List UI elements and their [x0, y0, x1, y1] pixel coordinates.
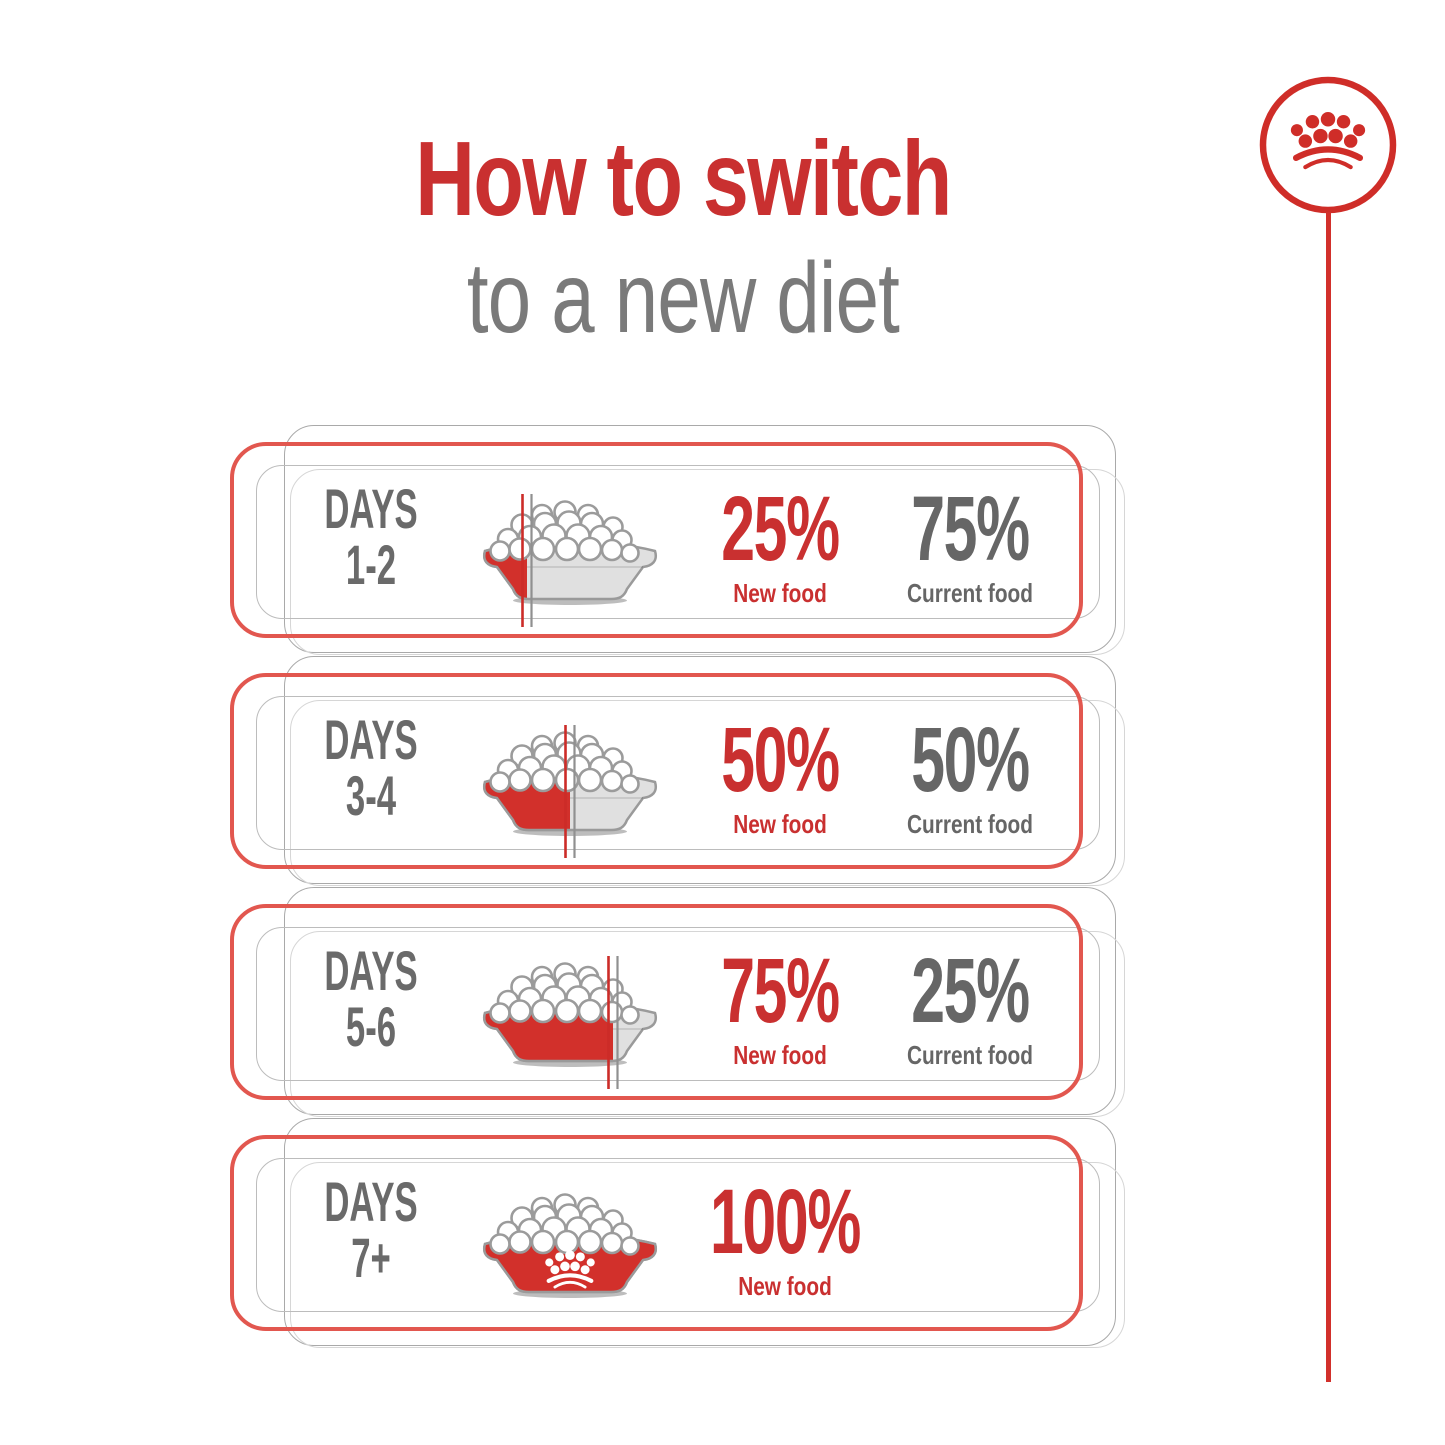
card-back-outline [284, 887, 1116, 1115]
crown-icon [545, 1250, 595, 1289]
kibble-pile [489, 500, 640, 563]
food-bowl-icon [483, 494, 657, 627]
card-back-outline [284, 1118, 1116, 1346]
card-back-outline-light [290, 1162, 1125, 1348]
diet-step-row: DAYS 7+ [228, 1118, 1128, 1353]
card-back-outline [284, 425, 1116, 653]
step-card [256, 696, 1100, 850]
diet-step-row: DAYS 1-2 [228, 425, 1128, 660]
days-label: DAYS 5-6 [312, 943, 430, 1055]
days-range: 7+ [351, 1226, 391, 1289]
diet-step-row: DAYS 3-4 [228, 656, 1128, 891]
current-food-label: Current food [907, 809, 1033, 839]
step-card [256, 927, 1100, 1081]
food-bowl-icon [483, 725, 657, 858]
card-back-outline-light [290, 469, 1125, 655]
new-food-column: 100% New food [670, 1176, 900, 1300]
current-food-column: 75% Current food [855, 483, 1085, 607]
food-split-divider [607, 956, 619, 1089]
days-label: DAYS 3-4 [312, 712, 430, 824]
card-back-outline-light [290, 700, 1125, 886]
step-card-red-frame [230, 442, 1083, 638]
new-food-percent: 50% [721, 709, 840, 811]
vertical-accent-line [1326, 212, 1331, 1382]
current-food-percent: 75% [911, 478, 1030, 580]
card-back-outline-light [290, 931, 1125, 1117]
step-card-red-frame [230, 673, 1083, 869]
days-range: 3-4 [345, 764, 397, 827]
current-food-label: Current food [907, 578, 1033, 608]
step-card [256, 465, 1100, 619]
new-food-column: 50% New food [665, 714, 895, 838]
kibble-pile [489, 962, 640, 1025]
royal-canin-crown-icon [1259, 76, 1397, 214]
new-food-label: New food [738, 1271, 832, 1301]
new-food-percent: 100% [709, 1171, 861, 1273]
food-split-divider [564, 725, 576, 858]
food-bowl-icon [483, 956, 657, 1089]
days-word: DAYS [324, 1170, 418, 1233]
new-food-label: New food [733, 809, 827, 839]
step-card [256, 1158, 1100, 1312]
new-food-percent: 75% [721, 940, 840, 1042]
step-card-red-frame [230, 1135, 1083, 1331]
page-title: How to switch [415, 120, 952, 238]
new-food-column: 25% New food [665, 483, 895, 607]
current-food-column: 50% Current food [855, 714, 1085, 838]
current-food-label: Current food [907, 1040, 1033, 1070]
days-range: 1-2 [345, 533, 397, 596]
page-subtitle: to a new diet [466, 242, 900, 354]
current-food-percent: 50% [911, 709, 1030, 811]
current-food-column: 25% Current food [855, 945, 1085, 1069]
days-word: DAYS [324, 708, 418, 771]
new-food-column: 75% New food [665, 945, 895, 1069]
days-range: 5-6 [345, 995, 397, 1058]
new-food-percent: 25% [721, 478, 840, 580]
kibble-pile [489, 1193, 640, 1256]
food-bowl-icon [483, 1193, 657, 1298]
days-word: DAYS [324, 477, 418, 540]
new-food-label: New food [733, 1040, 827, 1070]
current-food-percent: 25% [911, 940, 1030, 1042]
card-back-outline [284, 656, 1116, 884]
diet-step-row: DAYS 5-6 [228, 887, 1128, 1122]
days-label: DAYS 7+ [312, 1174, 430, 1286]
days-word: DAYS [324, 939, 418, 1002]
new-food-label: New food [733, 578, 827, 608]
days-label: DAYS 1-2 [312, 481, 430, 593]
food-split-divider [521, 494, 533, 627]
step-card-red-frame [230, 904, 1083, 1100]
